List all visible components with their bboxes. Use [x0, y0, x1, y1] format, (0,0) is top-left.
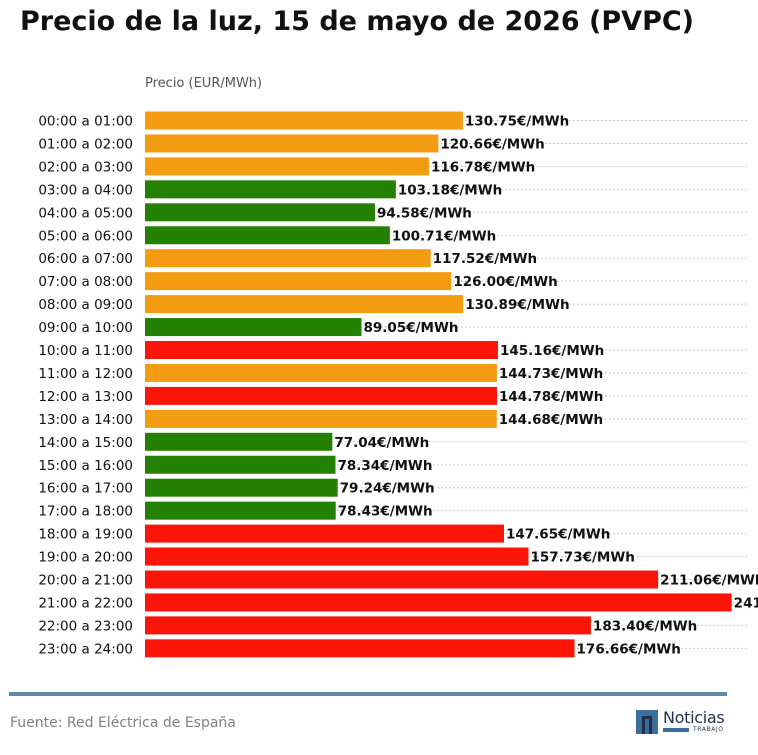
bar [145, 272, 452, 291]
bar [145, 203, 375, 222]
value-label: 211.06€/MWh [660, 573, 758, 589]
bar [145, 386, 498, 405]
bars [145, 111, 732, 658]
value-label: 89.05€/MWh [364, 320, 459, 336]
value-labels: 130.75€/MWh 120.66€/MWh 116.78€/MWh 103.18€… [334, 114, 758, 658]
value-label: 157.73€/MWh [531, 550, 635, 566]
bar [145, 501, 336, 520]
value-label: 79.24€/MWh [340, 481, 435, 497]
bar [145, 226, 390, 245]
category-label: 19:00 a 20:00 [38, 550, 133, 566]
category-label: 22:00 a 23:00 [38, 618, 133, 634]
value-label: 78.43€/MWh [338, 504, 433, 520]
logo-mark-icon [636, 710, 658, 734]
axis-label: Precio (EUR/MWh) [145, 76, 262, 91]
category-label: 11:00 a 12:00 [38, 366, 133, 382]
category-label: 04:00 a 05:00 [38, 205, 133, 221]
value-label: 100.71€/MWh [392, 228, 496, 244]
category-label: 08:00 a 09:00 [38, 297, 133, 313]
value-label: 147.65€/MWh [506, 527, 610, 543]
bar [145, 318, 362, 337]
category-label: 01:00 a 02:00 [38, 136, 133, 152]
category-label: 13:00 a 14:00 [38, 412, 133, 428]
category-label: 02:00 a 03:00 [38, 159, 133, 175]
bar [145, 295, 464, 314]
category-label: 10:00 a 11:00 [38, 343, 133, 359]
value-label: 176.66€/MWh [577, 641, 681, 657]
bar [145, 455, 336, 474]
value-label: 144.73€/MWh [499, 366, 603, 382]
bar [145, 111, 463, 130]
category-label: 05:00 a 06:00 [38, 228, 133, 244]
value-label: 144.78€/MWh [499, 389, 603, 405]
category-label: 20:00 a 21:00 [38, 573, 133, 589]
value-label: 77.04€/MWh [334, 435, 429, 451]
value-label: 116.78€/MWh [431, 159, 535, 175]
logo-underline [663, 728, 689, 732]
bar-chart: Precio (EUR/MWh) 00:00 a 01:00 01:00 a 02… [38, 76, 758, 658]
category-label: 18:00 a 19:00 [38, 527, 133, 543]
value-label: 117.52€/MWh [433, 251, 537, 267]
bar [145, 409, 497, 428]
value-label: 120.66€/MWh [440, 136, 544, 152]
category-label: 17:00 a 18:00 [38, 504, 133, 520]
value-label: 241.29€/MWh [734, 595, 758, 611]
noticias-trabajo-logo: Noticias TRABAJO [636, 708, 731, 735]
chart-title: Precio de la luz, 15 de mayo de 2026 (PV… [20, 6, 695, 37]
source-note: Fuente: Red Eléctrica de España [10, 715, 236, 731]
category-label: 21:00 a 22:00 [38, 595, 133, 611]
logo-wordmark: Noticias [663, 708, 725, 727]
category-label: 12:00 a 13:00 [38, 389, 133, 405]
gridlines [145, 120, 748, 649]
category-label: 23:00 a 24:00 [38, 641, 133, 657]
bar [145, 570, 659, 589]
category-label: 03:00 a 04:00 [38, 182, 133, 198]
bar [145, 249, 431, 268]
bar [145, 639, 575, 658]
value-label: 130.89€/MWh [465, 297, 569, 313]
bar [145, 363, 497, 382]
category-label: 06:00 a 07:00 [38, 251, 133, 267]
value-label: 145.16€/MWh [500, 343, 604, 359]
category-labels: 00:00 a 01:00 01:00 a 02:00 02:00 a 03:00 0… [38, 114, 133, 658]
logo-subtitle: TRABAJO [693, 726, 724, 733]
value-label: 183.40€/MWh [593, 618, 697, 634]
value-label: 78.34€/MWh [337, 458, 432, 474]
bar [145, 180, 396, 199]
value-label: 103.18€/MWh [398, 182, 502, 198]
bar [145, 547, 529, 566]
bar [145, 524, 505, 543]
bar [145, 157, 429, 176]
category-label: 07:00 a 08:00 [38, 274, 133, 290]
bar [145, 478, 338, 497]
value-label: 94.58€/MWh [377, 205, 472, 221]
value-label: 126.00€/MWh [453, 274, 557, 290]
category-label: 00:00 a 01:00 [38, 114, 133, 130]
bar [145, 616, 591, 635]
value-label: 144.68€/MWh [499, 412, 603, 428]
footer-divider [9, 692, 727, 696]
bar [145, 593, 732, 612]
category-label: 16:00 a 17:00 [38, 481, 133, 497]
category-label: 14:00 a 15:00 [38, 435, 133, 451]
category-label: 15:00 a 16:00 [38, 458, 133, 474]
bar [145, 432, 333, 451]
value-label: 130.75€/MWh [465, 114, 569, 130]
bar [145, 134, 439, 153]
bar [145, 341, 498, 359]
category-label: 09:00 a 10:00 [38, 320, 133, 336]
